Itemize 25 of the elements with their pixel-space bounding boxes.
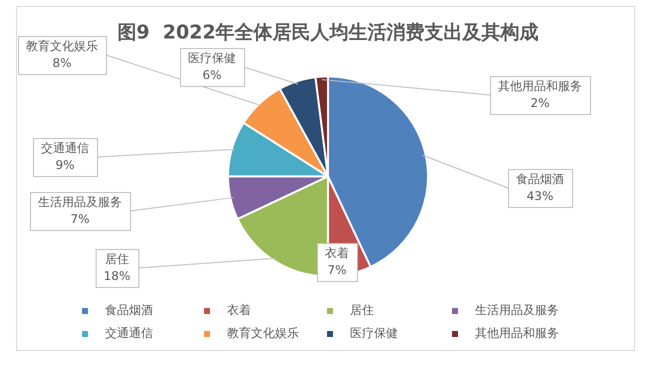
legend-label: 居住 [350, 303, 374, 318]
data-label: 6% [202, 68, 222, 82]
data-label: 43% [526, 189, 554, 204]
slice-label: 其他用品和服务 [498, 79, 582, 94]
legend-label: 交通通信 [105, 326, 153, 340]
slice-label: 教育文化娱乐 [26, 39, 98, 54]
data-label: 7% [327, 263, 347, 278]
data-label: 7% [70, 212, 90, 226]
slice-label: 生活用品及服务 [38, 195, 122, 210]
data-label: 8% [52, 56, 72, 70]
legend-label: 食品烟酒 [105, 303, 153, 318]
slice-label: 交通通信 [41, 141, 89, 156]
legend-label: 医疗保健 [350, 326, 398, 340]
slice-label: 食品烟酒 [516, 172, 564, 186]
legend-label: 衣着 [227, 303, 251, 318]
data-label: 18% [104, 269, 130, 284]
legend-label: 其他用品和服务 [475, 326, 559, 340]
data-label: 9% [55, 158, 75, 172]
slice-label: 衣着 [325, 246, 349, 260]
slice-label: 居住 [105, 252, 129, 266]
legend-label: 生活用品及服务 [475, 303, 559, 318]
data-label: 2% [530, 96, 550, 110]
slice-label: 医疗保健 [188, 51, 236, 66]
chart-title: 图9 2022年全体居民人均生活消费支出及其构成 [117, 21, 539, 44]
legend-label: 教育文化娱乐 [227, 326, 299, 340]
